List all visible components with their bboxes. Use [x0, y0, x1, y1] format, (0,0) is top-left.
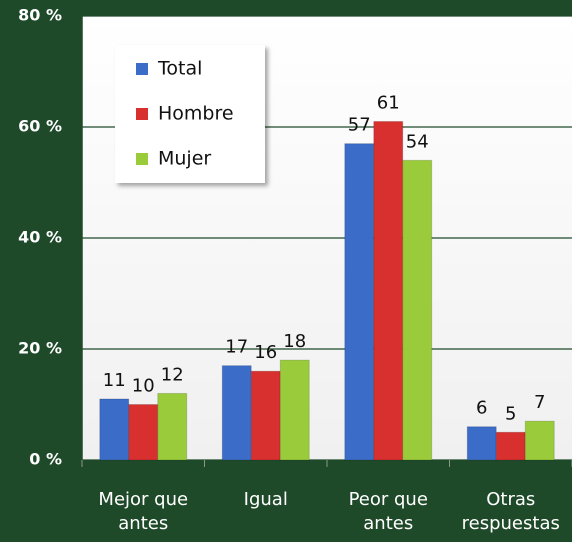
legend-label: Hombre: [158, 103, 234, 125]
y-tick-label: 40 %: [18, 228, 62, 247]
x-tick-label: Mejor que antes: [98, 489, 188, 534]
y-tick-label: 60 %: [18, 117, 62, 136]
bar: [221, 365, 252, 461]
data-label: 12: [161, 364, 184, 385]
y-tick-label: 80 %: [18, 6, 62, 25]
bar: [466, 426, 497, 461]
x-tick-label-line: Mejor que: [98, 489, 188, 510]
legend-label: Total: [157, 58, 202, 80]
data-label: 6: [476, 398, 487, 419]
x-tick-label: Otras respuestas: [462, 489, 560, 534]
legend: Total Hombre Mujer: [115, 45, 265, 183]
data-label: 61: [377, 92, 400, 113]
bar: [157, 392, 188, 461]
bar: [250, 370, 281, 461]
data-label: 11: [103, 370, 126, 391]
bar: [99, 398, 130, 461]
data-label: 17: [225, 337, 248, 358]
x-tick-label-line: antes: [118, 513, 168, 534]
bar: [524, 420, 555, 461]
data-label: 10: [132, 376, 155, 397]
x-tick-label: Peor que antes: [349, 489, 428, 534]
bar: [279, 359, 310, 461]
x-tick-label-line: antes: [363, 513, 413, 534]
data-label: 54: [406, 131, 429, 152]
legend-swatch: [136, 153, 148, 165]
bar: [373, 120, 404, 461]
data-label: 7: [534, 392, 545, 413]
bar: [128, 404, 159, 461]
x-tick-label-line: respuestas: [462, 513, 560, 534]
x-tick-label-line: Peor que: [349, 489, 428, 510]
legend-label: Mujer: [158, 148, 211, 170]
bar: [495, 431, 526, 461]
data-label: 16: [254, 342, 277, 363]
bar: [402, 159, 433, 461]
bar: [344, 143, 375, 461]
x-tick-label-line: Otras: [486, 489, 535, 510]
data-label: 5: [505, 403, 516, 424]
legend-swatch: [136, 108, 148, 120]
y-tick-label: 0 %: [29, 450, 62, 469]
legend-swatch: [136, 63, 148, 75]
data-label: 57: [348, 115, 371, 136]
x-tick-label: Igual: [244, 489, 288, 510]
data-label: 18: [283, 331, 306, 352]
y-tick-label: 20 %: [18, 339, 62, 358]
